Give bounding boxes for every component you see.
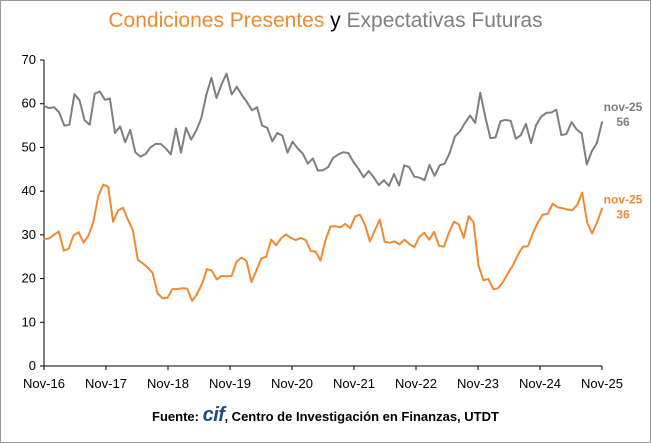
end-label-value: 36 [616, 208, 630, 222]
x-tick-label: Nov-18 [147, 376, 189, 391]
source-suffix: , Centro de Investigación en Finanzas, U… [224, 409, 499, 424]
x-tick-label: Nov-20 [271, 376, 313, 391]
y-tick-label: 10 [22, 314, 36, 329]
title-presentes: Condiciones Presentes [108, 9, 325, 32]
y-tick-label: 0 [29, 358, 36, 373]
x-tick-label: Nov-19 [209, 376, 251, 391]
x-tick-label: Nov-21 [333, 376, 375, 391]
x-tick-label: Nov-25 [581, 376, 623, 391]
series-lines [43, 72, 603, 302]
y-tick-label: 50 [22, 139, 36, 154]
x-tick-label: Nov-17 [85, 376, 127, 391]
chart-title: Condiciones Presentes y Expectativas Fut… [0, 9, 651, 33]
x-tick-label: Nov-22 [395, 376, 437, 391]
y-tick-label: 60 [22, 96, 36, 111]
x-tick-label: Nov-16 [23, 376, 65, 391]
cif-logo: cif [202, 404, 225, 426]
source-note: Fuente: cif, Centro de Investigación en … [0, 404, 651, 427]
y-tick-label: 20 [22, 271, 36, 286]
end-label-value: 56 [616, 115, 630, 129]
series-line-condiciones-presentes [43, 183, 603, 302]
end-label-period: nov-25 [604, 100, 643, 114]
series-line-expectativas-futuras [43, 72, 603, 187]
axes: 0 10 20 30 40 50 60 70 Nov-16 Nov-17 Nov-18 Nov-19 N… [22, 52, 623, 391]
source-prefix: Fuente: [152, 409, 203, 424]
title-connector: y [324, 9, 347, 32]
y-tick-label: 40 [22, 183, 36, 198]
end-label-period: nov-25 [604, 193, 643, 207]
title-futuras: Expectativas Futuras [346, 9, 543, 32]
y-tick-label: 70 [22, 52, 36, 67]
y-tick-label: 30 [22, 227, 36, 242]
x-tick-label: Nov-23 [457, 376, 499, 391]
x-tick-label: Nov-24 [519, 376, 561, 391]
